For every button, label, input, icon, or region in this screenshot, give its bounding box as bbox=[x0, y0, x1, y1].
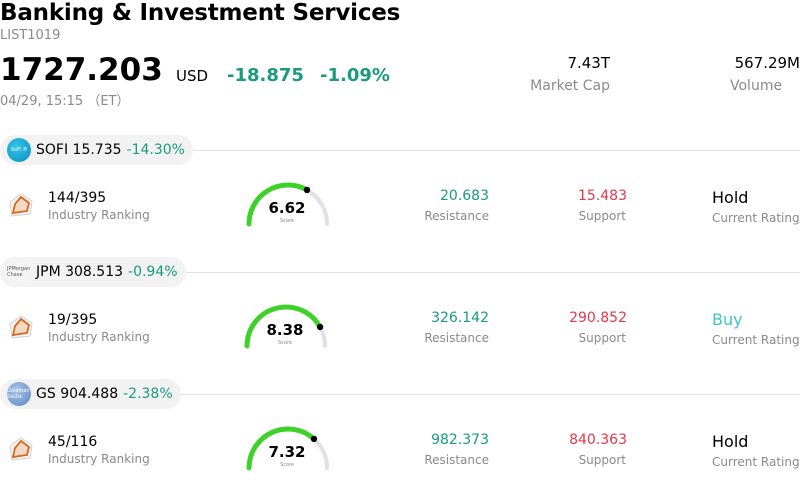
support-label: Support bbox=[578, 209, 626, 223]
stock-change-pct: -14.30% bbox=[126, 142, 185, 158]
current-rating-label: Current Rating bbox=[712, 333, 800, 347]
support-label: Support bbox=[578, 453, 626, 467]
score-value: 6.62 bbox=[268, 199, 306, 217]
section-divider bbox=[0, 150, 800, 151]
stock-symbol: GS bbox=[36, 386, 56, 402]
resistance-label: Resistance bbox=[424, 331, 489, 345]
industry-ranking-label: Industry Ranking bbox=[48, 330, 150, 344]
score-label: Score bbox=[279, 462, 294, 468]
stock-price: 904.488 bbox=[60, 386, 119, 402]
section-divider bbox=[0, 394, 800, 395]
resistance-value: 982.373 bbox=[431, 432, 489, 448]
list-id: LIST1019 bbox=[0, 28, 61, 43]
support-value: 840.363 bbox=[569, 432, 627, 448]
score-value: 8.38 bbox=[266, 321, 304, 339]
timestamp: 04/29, 15:15 （ET） bbox=[0, 94, 130, 109]
score-gauge bbox=[244, 304, 327, 349]
stock-chip-jpm[interactable]: JPMorgan Chase JPM 308.513 -0.94% bbox=[0, 257, 186, 287]
score-label: Score bbox=[277, 340, 292, 346]
index-price: 1727.203 bbox=[0, 52, 163, 88]
resistance-label: Resistance bbox=[424, 209, 489, 223]
price-change: -18.875 bbox=[227, 65, 304, 86]
stock-price: 15.735 bbox=[72, 142, 122, 158]
company-logo: SoFi ® bbox=[7, 138, 31, 162]
score-gauge bbox=[246, 426, 329, 471]
resistance-value: 326.142 bbox=[431, 310, 489, 326]
score-label: Score bbox=[279, 218, 294, 224]
section-divider bbox=[0, 272, 800, 273]
current-rating-label: Current Rating bbox=[712, 211, 800, 225]
stock-price: 308.513 bbox=[65, 264, 124, 280]
support-label: Support bbox=[578, 331, 626, 345]
current-rating-label: Current Rating bbox=[712, 455, 800, 469]
company-logo: Goldman Sachs bbox=[7, 382, 31, 406]
stock-symbol: SOFI bbox=[36, 142, 69, 158]
company-logo: JPMorgan Chase bbox=[7, 260, 31, 284]
industry-ranking-value: 19/395 bbox=[48, 312, 98, 328]
resistance-value: 20.683 bbox=[440, 188, 489, 204]
ranking-radar-icon bbox=[9, 437, 33, 461]
current-rating-value: Hold bbox=[712, 432, 749, 451]
ranking-radar-icon bbox=[9, 193, 33, 217]
volume-value: 567.29M bbox=[734, 54, 800, 72]
price-change-pct: -1.09% bbox=[320, 65, 390, 86]
stock-change-pct: -0.94% bbox=[128, 264, 178, 280]
current-rating-value: Hold bbox=[712, 188, 749, 207]
industry-ranking-value: 144/395 bbox=[48, 190, 107, 206]
market-cap-value: 7.43T bbox=[567, 54, 610, 72]
industry-ranking-label: Industry Ranking bbox=[48, 208, 150, 222]
industry-ranking-label: Industry Ranking bbox=[48, 452, 150, 466]
stock-change-pct: -2.38% bbox=[123, 386, 173, 402]
support-value: 290.852 bbox=[569, 310, 627, 326]
score-value: 7.32 bbox=[268, 443, 306, 461]
current-rating-value: Buy bbox=[712, 310, 743, 329]
currency-label: USD bbox=[176, 67, 209, 85]
support-value: 15.483 bbox=[578, 188, 627, 204]
industry-ranking-value: 45/116 bbox=[48, 434, 98, 450]
score-gauge bbox=[246, 182, 329, 227]
stock-chip-gs[interactable]: Goldman Sachs GS 904.488 -2.38% bbox=[0, 379, 181, 409]
stock-chip-sofi[interactable]: SoFi ® SOFI 15.735 -14.30% bbox=[0, 135, 193, 165]
resistance-label: Resistance bbox=[424, 453, 489, 467]
volume-label: Volume bbox=[730, 78, 783, 94]
ranking-radar-icon bbox=[9, 315, 33, 339]
stock-symbol: JPM bbox=[36, 264, 61, 280]
page-title: Banking & Investment Services bbox=[0, 0, 401, 26]
market-cap-label: Market Cap bbox=[530, 78, 610, 94]
